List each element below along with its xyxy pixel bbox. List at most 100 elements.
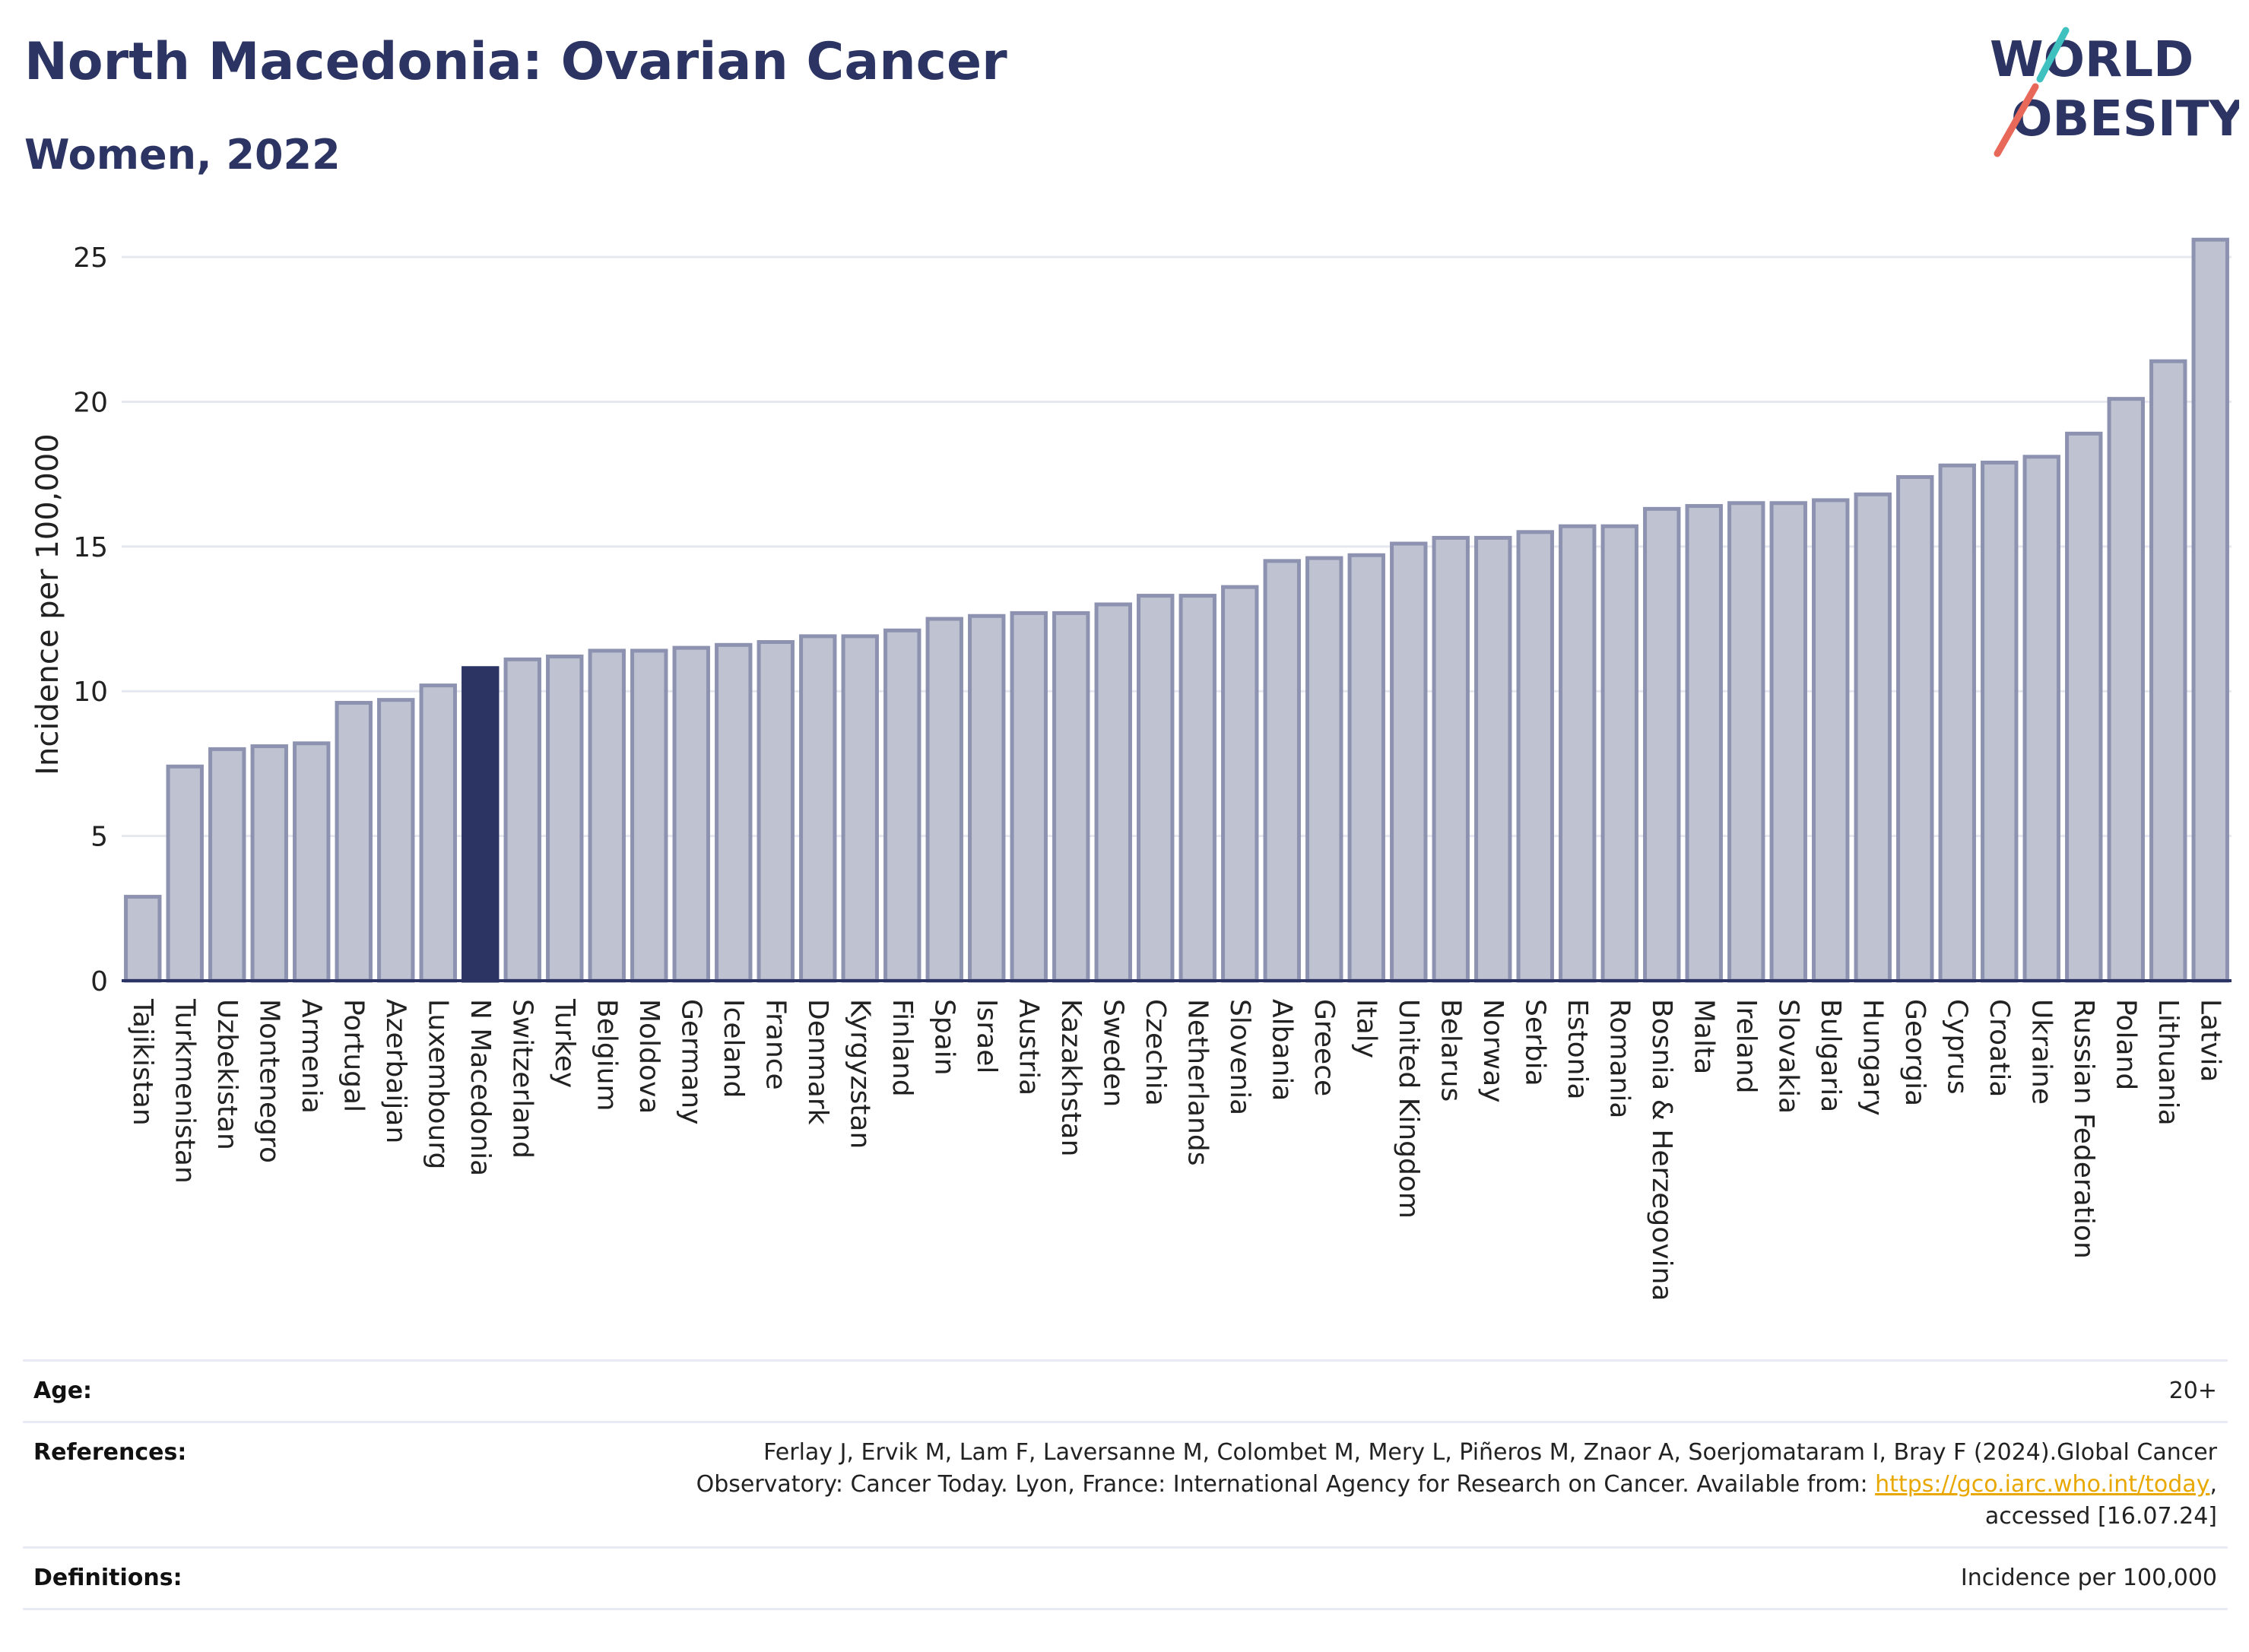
references-link[interactable]: https://gco.iarc.who.int/today xyxy=(1875,1471,2210,1498)
x-tick-label: Russian Federation xyxy=(2068,999,2099,1259)
x-tick-label: Luxembourg xyxy=(422,999,453,1169)
bar xyxy=(630,648,668,983)
x-tick-label: Austria xyxy=(1013,999,1044,1096)
x-tick-label: Latvia xyxy=(2194,999,2225,1083)
logo-slash-coral xyxy=(1994,83,2039,157)
bar xyxy=(377,698,415,983)
x-tick-label: N Macedonia xyxy=(465,999,496,1176)
bar xyxy=(1137,594,1175,983)
bar xyxy=(841,634,879,983)
footer-row-references: References: Ferlay J, Ervik M, Lam F, La… xyxy=(23,1421,2228,1546)
x-tick-label: Azerbaijan xyxy=(380,999,411,1143)
x-tick-label: Finland xyxy=(887,999,918,1097)
x-tick-label: Italy xyxy=(1350,999,1381,1058)
bar xyxy=(419,683,457,983)
x-tick-label: France xyxy=(760,999,791,1090)
x-tick-label: Hungary xyxy=(1857,999,1888,1116)
x-tick-label: Turkey xyxy=(549,998,580,1088)
bar xyxy=(1559,524,1597,983)
x-tick-label: Cyprus xyxy=(1941,999,1972,1095)
bar xyxy=(503,657,541,983)
x-tick-label: Czechia xyxy=(1140,999,1171,1106)
x-tick-label: Germany xyxy=(675,999,706,1124)
x-tick-label: Portugal xyxy=(338,999,369,1112)
x-tick-label: Uzbekistan xyxy=(211,999,243,1150)
bar xyxy=(293,741,331,983)
x-tick-label: Armenia xyxy=(296,999,327,1114)
logo-word-world: WORLD xyxy=(1990,32,2193,88)
bar xyxy=(1896,474,1934,983)
bar xyxy=(546,655,584,983)
x-tick-label: Lithuania xyxy=(2152,999,2184,1126)
x-tick-label: Montenegro xyxy=(253,999,284,1163)
bar xyxy=(672,645,710,983)
x-tick-label: Turkmenistan xyxy=(169,998,200,1184)
bar xyxy=(2065,431,2103,983)
x-tick-label: Spain xyxy=(928,999,960,1076)
references-comma: , xyxy=(2209,1471,2217,1498)
x-tick-label: Greece xyxy=(1308,999,1340,1096)
bar xyxy=(1305,556,1343,983)
x-tick-label: Malta xyxy=(1688,999,1719,1074)
bar xyxy=(335,700,373,983)
x-tick-label: Kyrgyzstan xyxy=(844,999,875,1149)
y-axis-title: Incidence per 100,000 xyxy=(30,433,65,775)
x-tick-label: Sweden xyxy=(1097,999,1128,1107)
world-obesity-logo: WORLD OBESITY xyxy=(1990,27,2239,157)
bar xyxy=(1938,463,1976,983)
y-tick-label: 20 xyxy=(73,387,108,418)
x-tick-label: Slovakia xyxy=(1772,999,1803,1114)
age-value: 20+ xyxy=(2168,1378,2217,1404)
bar xyxy=(588,648,626,983)
bar xyxy=(1812,498,1850,983)
chart-title: North Macedonia: Ovarian Cancer xyxy=(24,32,1007,92)
x-tick-label: Estonia xyxy=(1562,999,1593,1100)
y-tick-label: 25 xyxy=(73,243,108,274)
chart-subtitle: Women, 2022 xyxy=(24,131,341,179)
bar xyxy=(1347,553,1385,983)
x-tick-label: Iceland xyxy=(718,999,749,1098)
x-tick-label: Tajikistan xyxy=(127,998,158,1126)
logo-slash-teal xyxy=(2036,27,2070,83)
bar xyxy=(1094,602,1132,983)
references-line-1: Ferlay J, Ervik M, Lam F, Laversanne M, … xyxy=(763,1439,2217,1466)
bar xyxy=(1052,610,1090,983)
x-tick-label: Poland xyxy=(2110,999,2141,1090)
bar xyxy=(968,614,1006,983)
bar xyxy=(2191,237,2229,983)
y-tick-label: 10 xyxy=(73,677,108,708)
y-tick-label: 0 xyxy=(90,966,108,997)
x-tick-label: Israel xyxy=(971,999,1002,1073)
logo-word-obesity: OBESITY xyxy=(2011,91,2239,147)
bar xyxy=(1643,506,1681,983)
bars xyxy=(124,237,2229,983)
bar xyxy=(715,642,753,983)
references-line-3: accessed [16.07.24] xyxy=(1984,1503,2217,1530)
x-tick-label: Norway xyxy=(1477,999,1508,1103)
bar xyxy=(1432,535,1470,983)
y-tick-label: 5 xyxy=(90,822,108,853)
bar xyxy=(1221,585,1259,983)
references-text: Ferlay J, Ervik M, Lam F, Laversanne M, … xyxy=(696,1437,2217,1533)
x-tick-label: Serbia xyxy=(1519,999,1550,1086)
x-tick-label: Ukraine xyxy=(2025,999,2057,1105)
x-tick-label: Albania xyxy=(1266,999,1297,1101)
x-tick-label: Georgia xyxy=(1899,999,1930,1106)
x-tick-label: Bulgaria xyxy=(1815,999,1846,1112)
bar xyxy=(1769,501,1807,983)
bar xyxy=(2107,397,2145,983)
x-tick-label: Belgium xyxy=(591,999,622,1111)
x-tick-label: Netherlands xyxy=(1182,999,1213,1165)
bar xyxy=(925,617,963,983)
bar xyxy=(1516,530,1554,983)
bar xyxy=(250,744,288,983)
references-line-2: Observatory: Cancer Today. Lyon, France:… xyxy=(696,1471,1876,1498)
x-tick-label: Switzerland xyxy=(506,999,538,1159)
x-tick-label: Romania xyxy=(1603,999,1635,1118)
chart-footer: Age: 20+ References: Ferlay J, Ervik M, … xyxy=(23,1359,2228,1610)
y-tick-label: 15 xyxy=(73,532,108,563)
bar xyxy=(1727,501,1765,983)
definitions-label: Definitions: xyxy=(33,1565,182,1591)
x-tick-label: United Kingdom xyxy=(1393,999,1424,1219)
x-tick-label: Kazakhstan xyxy=(1055,999,1086,1156)
